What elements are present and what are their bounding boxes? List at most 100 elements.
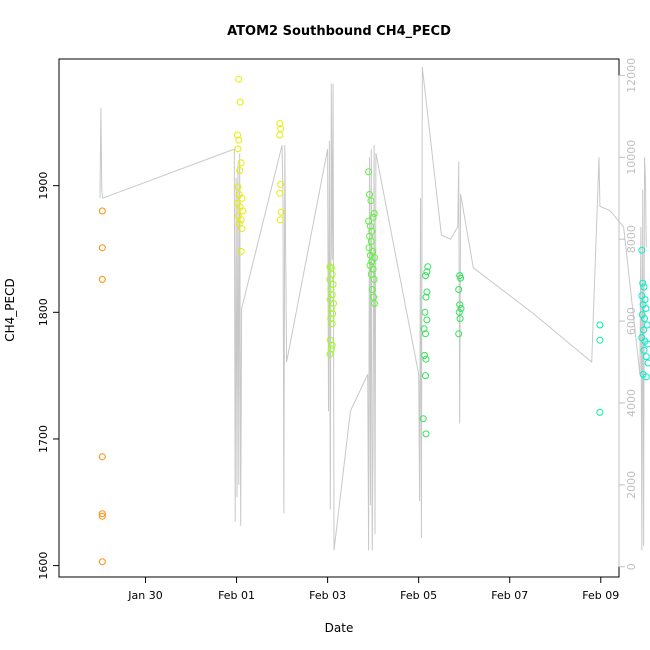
data-point-9 [234, 131, 241, 139]
data-point-91 [456, 315, 464, 323]
data-point-70 [371, 299, 378, 307]
data-point-72 [423, 268, 431, 276]
y-axis-label: CH4_PECD [3, 278, 17, 341]
data-point-13 [236, 167, 244, 174]
data-point-71 [424, 263, 432, 271]
y2-tick-label-4: 8000 [625, 225, 638, 253]
data-point-68 [368, 286, 376, 293]
data-point-30 [277, 208, 285, 216]
data-point-14 [234, 183, 242, 191]
data-point-66 [367, 270, 375, 278]
data-point-2 [98, 275, 106, 283]
data-point-114 [642, 373, 650, 381]
data-point-19 [239, 207, 247, 215]
data-point-111 [642, 353, 650, 361]
data-point-1 [98, 244, 106, 252]
data-point-81 [422, 355, 430, 363]
data-point-50 [366, 191, 373, 198]
data-point-43 [327, 315, 335, 323]
data-point-86 [457, 274, 465, 282]
data-point-94 [596, 336, 604, 344]
x-tick-label-2: Feb 03 [309, 589, 346, 602]
data-point-12 [237, 159, 245, 167]
data-point-82 [422, 372, 429, 380]
x-axis-label: Date [325, 621, 354, 635]
data-point-55 [366, 222, 374, 230]
data-point-24 [237, 248, 245, 255]
data-point-51 [367, 197, 375, 205]
data-point-8 [236, 98, 244, 106]
y2-tick-label-0: 0 [625, 563, 638, 570]
y-tick-label-1: 1700 [37, 425, 50, 453]
x-tick-label-3: Feb 05 [400, 589, 437, 602]
data-point-59 [365, 244, 373, 252]
data-point-92 [455, 330, 463, 338]
data-point-93 [596, 321, 604, 329]
x-tick-label-1: Feb 01 [218, 589, 255, 602]
data-point-29 [276, 189, 284, 197]
y2-tick-label-3: 6000 [625, 307, 638, 335]
x-tick-label-4: Feb 07 [491, 589, 528, 602]
data-point-10 [235, 136, 243, 144]
data-point-98 [640, 283, 648, 291]
data-point-84 [422, 430, 430, 438]
y-tick-label-2: 1800 [37, 298, 50, 326]
altitude-line-layer [99, 67, 647, 551]
data-point-103 [638, 311, 646, 319]
data-point-80 [421, 351, 429, 359]
data-point-88 [456, 301, 464, 309]
data-point-67 [370, 275, 378, 283]
data-point-3 [98, 453, 106, 461]
data-point-16 [238, 194, 246, 202]
data-point-27 [276, 131, 284, 139]
data-point-41 [327, 305, 335, 312]
plot-frame [58, 58, 620, 578]
data-point-75 [422, 293, 430, 301]
data-point-5 [98, 512, 106, 520]
y-tick-label-0: 1600 [37, 552, 50, 580]
data-point-97 [639, 279, 647, 287]
data-point-6 [98, 558, 106, 566]
data-point-49 [365, 168, 373, 176]
data-point-52 [370, 210, 378, 217]
data-point-58 [367, 237, 375, 245]
data-point-63 [368, 258, 376, 266]
y2-tick-label-5: 10000 [625, 140, 638, 175]
data-point-0 [98, 207, 106, 215]
data-point-23 [238, 225, 246, 233]
data-point-96 [638, 246, 646, 254]
y-tick-label-3: 1900 [37, 172, 50, 200]
data-point-77 [423, 316, 431, 324]
data-point-60 [369, 248, 377, 255]
data-point-73 [422, 272, 429, 280]
y2-tick-label-6: 12000 [625, 58, 638, 93]
data-point-32 [326, 263, 334, 271]
data-point-106 [640, 326, 648, 334]
data-point-4 [98, 510, 106, 518]
data-point-53 [369, 213, 377, 221]
data-point-112 [644, 359, 650, 367]
data-point-79 [422, 330, 429, 338]
data-point-37 [327, 286, 335, 293]
data-point-31 [276, 216, 284, 224]
right-y-axis: 0 2000 4000 6000 8000 10000 12000 [618, 58, 638, 570]
data-point-95 [596, 408, 604, 416]
data-point-47 [327, 345, 335, 353]
y2-tick-label-2: 4000 [625, 389, 638, 417]
data-point-46 [328, 341, 336, 349]
data-point-109 [644, 340, 650, 348]
data-point-35 [326, 275, 334, 283]
data-point-89 [457, 305, 465, 312]
y-axis: 1600 1700 1800 1900 [37, 172, 60, 580]
y2-tick-label-1: 2000 [625, 471, 638, 499]
data-point-48 [326, 350, 334, 358]
data-point-28 [277, 180, 285, 188]
data-point-110 [640, 346, 648, 354]
data-point-87 [455, 286, 463, 293]
data-point-74 [423, 288, 431, 296]
altitude-line [99, 67, 647, 551]
x-tick-label-0: Jan 30 [127, 589, 162, 602]
ch4-points-layer [98, 75, 650, 566]
data-point-83 [419, 415, 427, 423]
